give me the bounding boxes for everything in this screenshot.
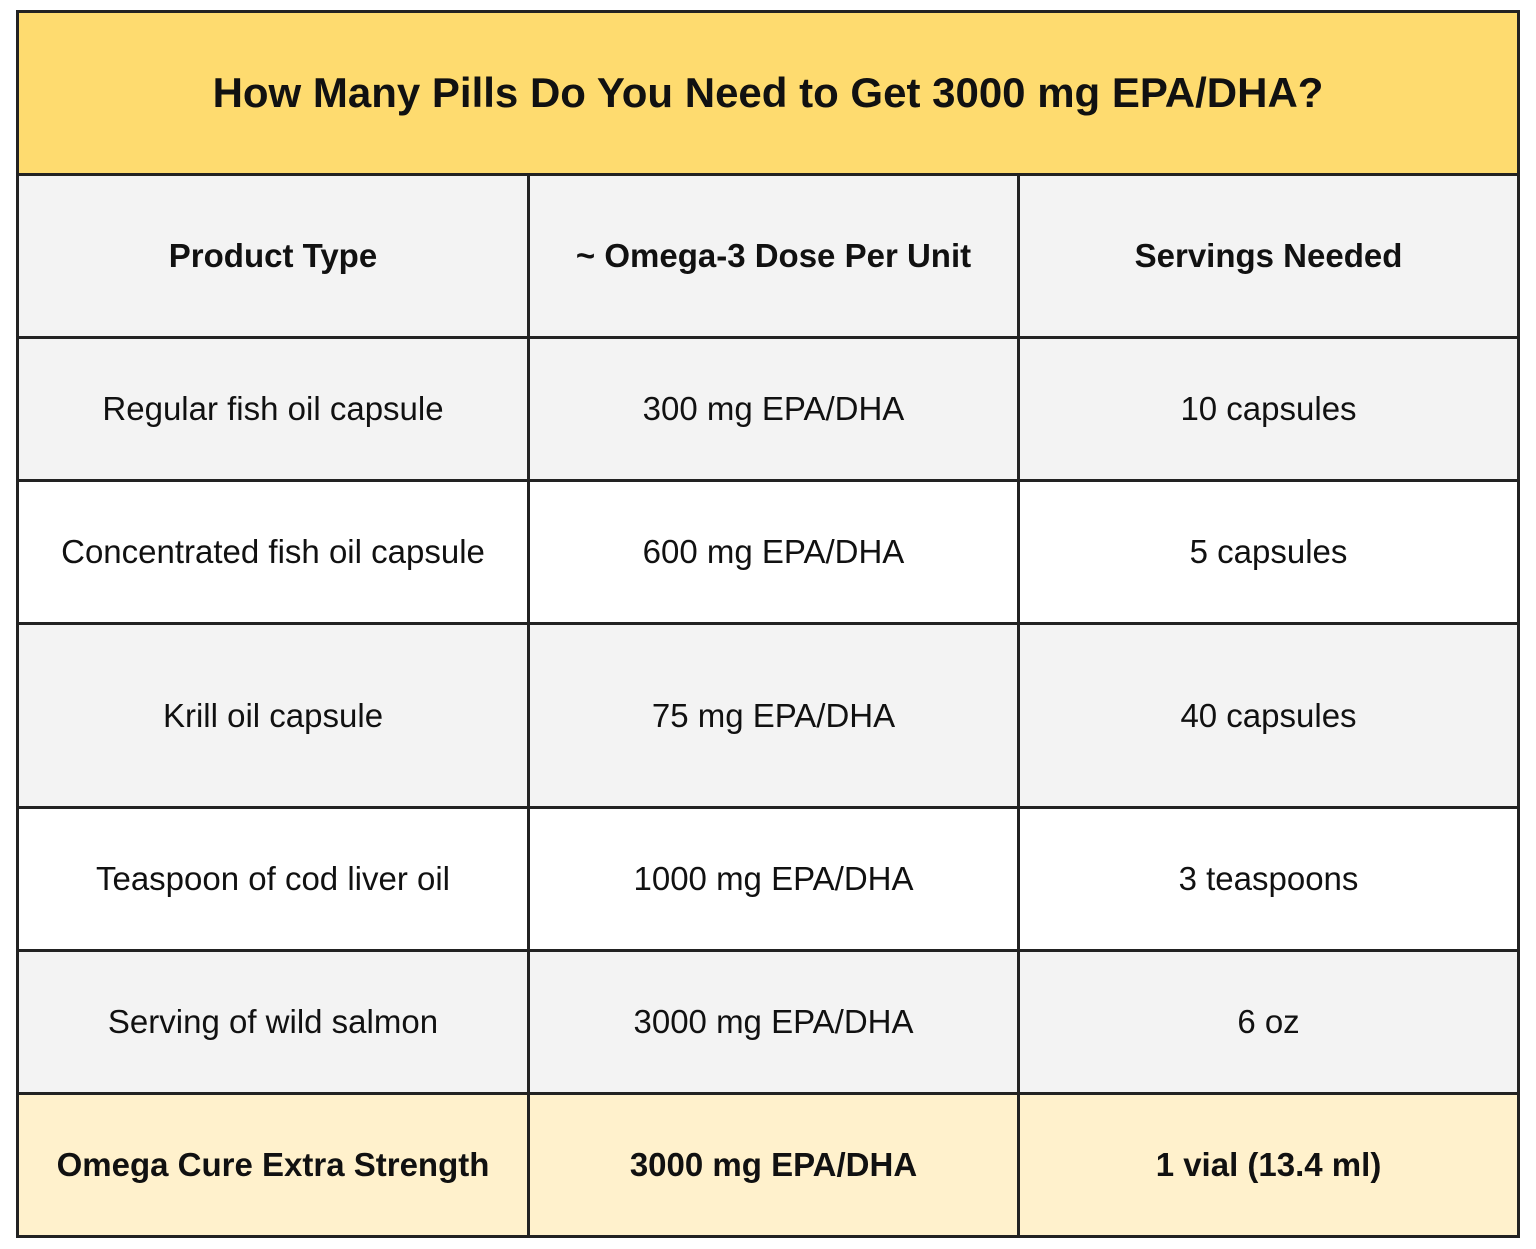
table-cell: 5 capsules [1017,479,1520,625]
header-cell: ~ Omega-3 Dose Per Unit [527,173,1020,339]
table-cell: 10 capsules [1017,336,1520,482]
table-cell: Omega Cure Extra Strength [16,1092,530,1238]
comparison-table: How Many Pills Do You Need to Get 3000 m… [16,10,1520,1238]
table-row: Teaspoon of cod liver oil 1000 mg EPA/DHA… [16,806,1520,952]
title-row: How Many Pills Do You Need to Get 3000 m… [16,10,1520,176]
table-cell: 3000 mg EPA/DHA [527,1092,1020,1238]
table-title: How Many Pills Do You Need to Get 3000 m… [16,10,1520,176]
table-cell: Teaspoon of cod liver oil [16,806,530,952]
table-cell: Serving of wild salmon [16,949,530,1095]
table-cell: Regular fish oil capsule [16,336,530,482]
table-cell: 6 oz [1017,949,1520,1095]
table-row: Krill oil capsule 75 mg EPA/DHA 40 capsule… [16,622,1520,809]
table-cell: 600 mg EPA/DHA [527,479,1020,625]
table-row: Omega Cure Extra Strength 3000 mg EPA/DHA… [16,1092,1520,1238]
table-cell: 40 capsules [1017,622,1520,809]
table-row: Concentrated fish oil capsule 600 mg EPA/… [16,479,1520,625]
table-cell: 1 vial (13.4 ml) [1017,1092,1520,1238]
table-cell: 3000 mg EPA/DHA [527,949,1020,1095]
table-cell: 300 mg EPA/DHA [527,336,1020,482]
table-cell: Krill oil capsule [16,622,530,809]
table-row: Serving of wild salmon 3000 mg EPA/DHA 6 o… [16,949,1520,1095]
table-row: Regular fish oil capsule 300 mg EPA/DHA 10… [16,336,1520,482]
header-cell: Servings Needed [1017,173,1520,339]
table-cell: 3 teaspoons [1017,806,1520,952]
table-cell: 75 mg EPA/DHA [527,622,1020,809]
table-cell: 1000 mg EPA/DHA [527,806,1020,952]
table-cell: Concentrated fish oil capsule [16,479,530,625]
header-cell: Product Type [16,173,530,339]
header-row: Product Type ~ Omega-3 Dose Per Unit Ser… [16,173,1520,339]
